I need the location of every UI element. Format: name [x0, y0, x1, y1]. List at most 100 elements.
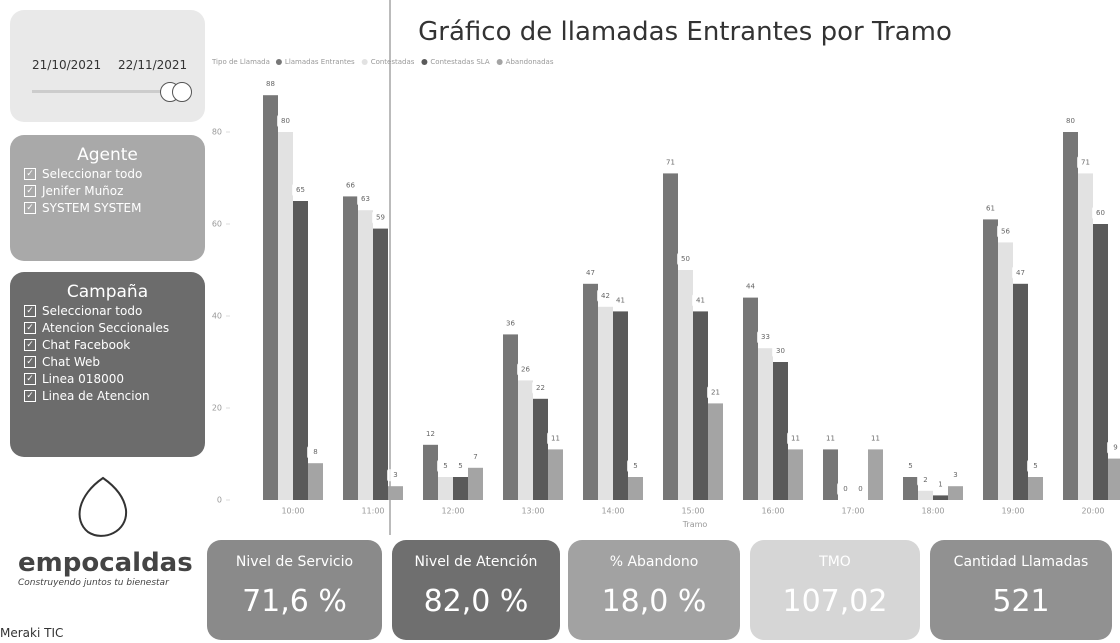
bar: [1108, 459, 1120, 500]
y-tick-label: 20: [212, 404, 222, 413]
kpi-value: 82,0 %: [392, 584, 560, 619]
data-label: 5: [1033, 462, 1037, 470]
bar: [373, 229, 388, 500]
data-label: 80: [281, 117, 290, 125]
data-label: 5: [908, 462, 912, 470]
data-label: 0: [843, 485, 847, 493]
data-label: 11: [791, 434, 800, 442]
data-label: 47: [1016, 269, 1025, 277]
x-tick-label: 17:00: [841, 507, 864, 516]
bar: [773, 362, 788, 500]
y-tick-label: 80: [212, 128, 222, 137]
data-label: 47: [586, 269, 595, 277]
data-label: 66: [346, 181, 355, 189]
bar: [693, 311, 708, 500]
legend-swatch: [276, 59, 282, 65]
data-label: 8: [313, 448, 317, 456]
bar: [533, 399, 548, 500]
data-label: 42: [601, 292, 610, 300]
data-label: 56: [1001, 227, 1010, 235]
data-label: 5: [443, 462, 447, 470]
kpi-card: TMO 107,02: [750, 540, 920, 640]
logo-tagline: Construyendo juntos tu bienestar: [18, 578, 198, 588]
x-tick-label: 10:00: [281, 507, 304, 516]
bar: [613, 311, 628, 500]
data-label: 21: [711, 388, 720, 396]
data-label: 12: [426, 430, 435, 438]
data-label: 26: [521, 365, 530, 373]
x-tick-label: 13:00: [521, 507, 544, 516]
bar: [918, 491, 933, 500]
kpi-card: Nivel de Atención 82,0 %: [392, 540, 560, 640]
chart-title: Gráfico de llamadas Entrantes por Tramo: [418, 17, 952, 47]
legend-label: Abandonadas: [506, 58, 554, 66]
y-tick-label: 40: [212, 312, 222, 321]
data-label: 88: [266, 80, 275, 88]
y-tick-label: 60: [212, 220, 222, 229]
data-label: 5: [633, 462, 637, 470]
kpi-label: TMO: [750, 554, 920, 570]
bar: [1028, 477, 1043, 500]
data-label: 33: [761, 333, 770, 341]
bar: [903, 477, 918, 500]
data-label: 36: [506, 319, 515, 327]
data-label: 71: [666, 158, 675, 166]
data-label: 1: [938, 480, 942, 488]
x-axis-title: Tramo: [682, 520, 708, 529]
x-tick-label: 12:00: [441, 507, 464, 516]
data-label: 80: [1066, 117, 1075, 125]
legend-swatch: [421, 59, 427, 65]
bar: [423, 445, 438, 500]
data-label: 11: [826, 434, 835, 442]
y-tick-label: 0: [217, 496, 222, 505]
legend-label: Contestadas SLA: [430, 58, 489, 66]
legend-label: Llamadas Entrantes: [285, 58, 355, 66]
bar: [998, 242, 1013, 500]
chart: Gráfico de llamadas Entrantes por Tramo …: [0, 0, 1120, 535]
x-tick-label: 16:00: [761, 507, 784, 516]
bar: [948, 486, 963, 500]
bar: [1063, 132, 1078, 500]
data-label: 71: [1081, 158, 1090, 166]
kpi-label: Cantidad Llamadas: [930, 554, 1112, 570]
kpi-value: 71,6 %: [207, 584, 382, 619]
data-label: 60: [1096, 209, 1105, 217]
bar: [583, 284, 598, 500]
x-tick-label: 20:00: [1081, 507, 1104, 516]
data-label: 61: [986, 204, 995, 212]
footer: Meraki TIC: [0, 626, 63, 640]
data-label: 9: [1113, 444, 1117, 452]
bar: [1078, 173, 1093, 500]
data-label: 11: [551, 434, 560, 442]
kpi-label: % Abandono: [568, 554, 740, 570]
bar: [933, 495, 948, 500]
data-label: 3: [393, 471, 397, 479]
data-label: 59: [376, 214, 385, 222]
kpi-label: Nivel de Atención: [392, 554, 560, 570]
kpi-card: Cantidad Llamadas 521: [930, 540, 1112, 640]
kpi-value: 107,02: [750, 584, 920, 619]
kpi-value: 18,0 %: [568, 584, 740, 619]
data-label: 41: [696, 296, 705, 304]
x-tick-label: 14:00: [601, 507, 624, 516]
bar: [358, 210, 373, 500]
bar: [823, 449, 838, 500]
bar: [343, 196, 358, 500]
bar: [388, 486, 403, 500]
kpi-card: % Abandono 18,0 %: [568, 540, 740, 640]
bar: [278, 132, 293, 500]
kpi-value: 521: [930, 584, 1112, 619]
x-tick-label: 18:00: [921, 507, 944, 516]
data-label: 30: [776, 347, 785, 355]
bar: [308, 463, 323, 500]
bar: [293, 201, 308, 500]
bar: [518, 380, 533, 500]
bar: [628, 477, 643, 500]
legend-swatch: [497, 59, 503, 65]
bar: [263, 95, 278, 500]
data-label: 50: [681, 255, 690, 263]
bar: [983, 219, 998, 500]
bar: [758, 348, 773, 500]
bar: [598, 307, 613, 500]
